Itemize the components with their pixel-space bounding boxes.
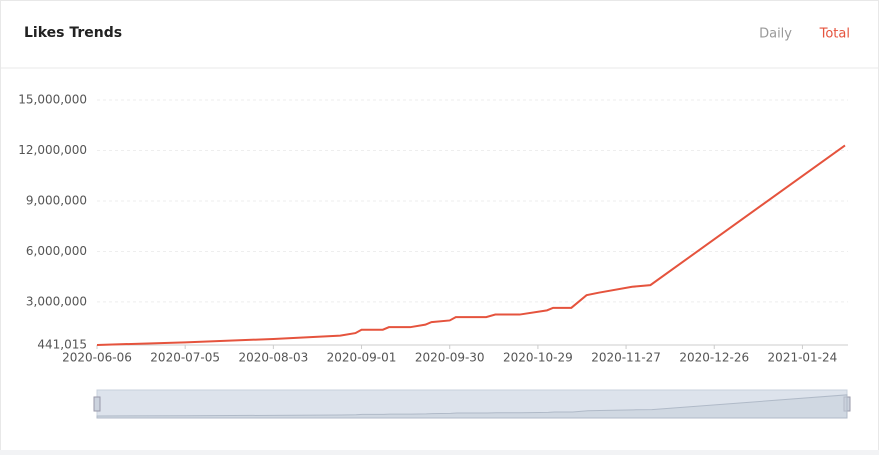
y-tick-label: 12,000,000 bbox=[18, 143, 87, 157]
y-tick-label: 15,000,000 bbox=[18, 93, 87, 107]
x-tick-label: 2020-06-06 bbox=[62, 351, 132, 365]
x-tick-label: 2020-07-05 bbox=[150, 351, 220, 365]
tab-total[interactable]: Total bbox=[819, 27, 850, 42]
x-tick-label: 2020-12-26 bbox=[679, 351, 749, 365]
minimap-line bbox=[96, 394, 848, 419]
zoom-handle[interactable] bbox=[93, 396, 101, 412]
y-tick-label: 441,015 bbox=[37, 338, 87, 352]
x-tick-label: 2020-09-30 bbox=[415, 351, 485, 365]
footer-strip bbox=[0, 450, 879, 455]
data-line bbox=[96, 144, 846, 346]
x-tick-label: 2021-01-24 bbox=[768, 351, 838, 365]
y-tick-label: 3,000,000 bbox=[26, 294, 87, 308]
tab-daily[interactable]: Daily bbox=[759, 27, 792, 42]
y-tick-label: 9,000,000 bbox=[26, 193, 87, 207]
card-title: Likes Trends bbox=[24, 25, 122, 41]
x-tick-label: 2020-10-29 bbox=[503, 351, 573, 365]
x-tick-label: 2020-08-03 bbox=[238, 351, 308, 365]
y-tick-label: 6,000,000 bbox=[26, 244, 87, 258]
x-tick-label: 2020-09-01 bbox=[327, 351, 397, 365]
x-tick-label: 2020-11-27 bbox=[591, 351, 661, 365]
